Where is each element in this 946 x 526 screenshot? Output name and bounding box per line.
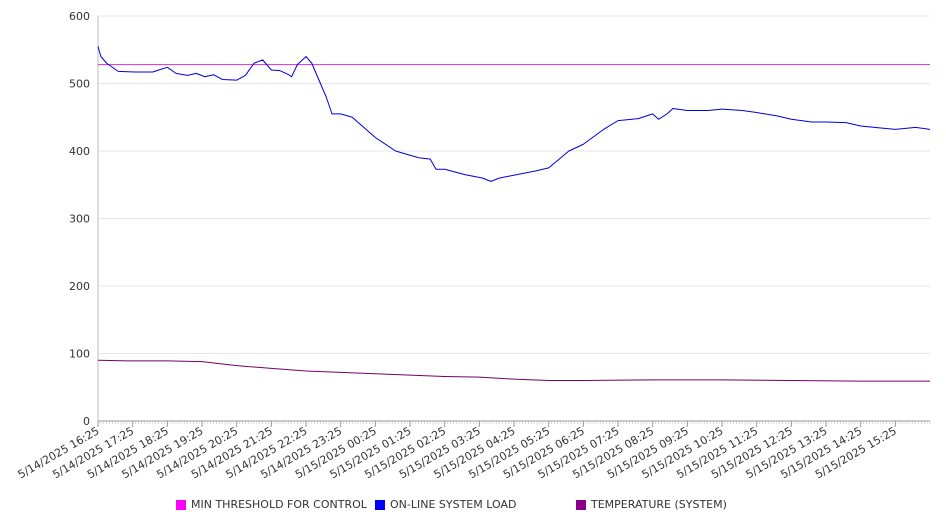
legend-swatch-temperature — [576, 499, 586, 510]
y-tick-label: 300 — [69, 213, 90, 226]
legend-label-min-threshold: MIN THRESHOLD FOR CONTROL — [191, 498, 367, 511]
y-tick-label: 0 — [83, 415, 90, 428]
legend-label-temperature: TEMPERATURE (SYSTEM) — [591, 498, 727, 511]
series-line-on-line-system-load — [97, 46, 931, 182]
y-tick-label: 600 — [69, 10, 90, 23]
series-lines — [97, 46, 931, 382]
y-tick-label: 400 — [69, 145, 90, 158]
y-tick-label: 500 — [69, 78, 90, 91]
legend-swatch-system-load — [375, 499, 385, 510]
legend-swatch-min-threshold — [176, 499, 186, 510]
legend-item-min-threshold: MIN THRESHOLD FOR CONTROL — [176, 498, 367, 511]
legend: MIN THRESHOLD FOR CONTROL ON-LINE SYSTEM… — [0, 498, 946, 514]
grid — [98, 15, 930, 354]
legend-item-temperature: TEMPERATURE (SYSTEM) — [576, 498, 727, 511]
legend-label-system-load: ON-LINE SYSTEM LOAD — [390, 498, 517, 511]
y-tick-label: 200 — [69, 280, 90, 293]
legend-item-system-load: ON-LINE SYSTEM LOAD — [375, 498, 516, 511]
series-line-temperature-system — [97, 359, 930, 382]
y-tick-label: 100 — [69, 348, 90, 361]
